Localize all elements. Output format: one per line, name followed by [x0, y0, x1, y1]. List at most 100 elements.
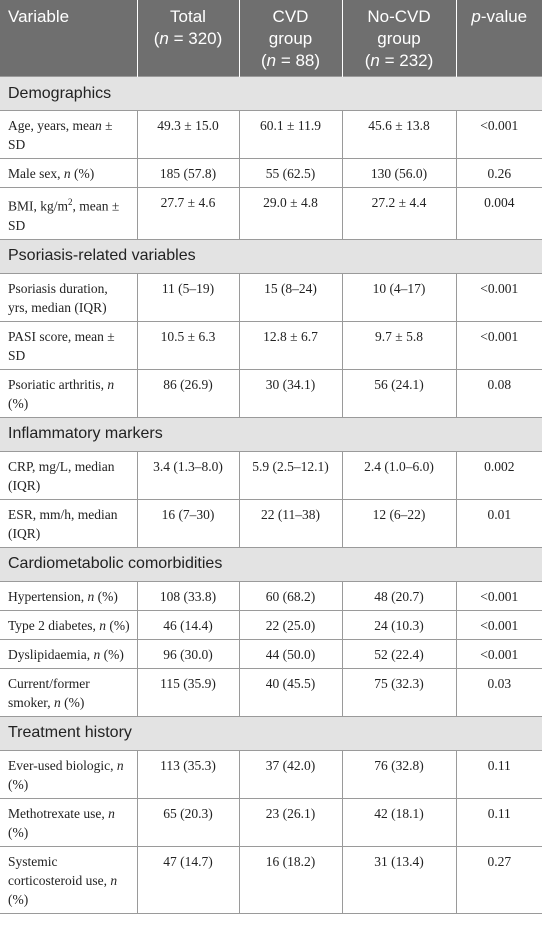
- no-cvd-value: 42 (18.1): [342, 798, 457, 847]
- no-cvd-value: 45.6 ± 13.8: [342, 110, 457, 159]
- total-value: 27.7 ± 4.6: [137, 187, 240, 240]
- cvd-value: 30 (34.1): [239, 369, 343, 418]
- cvd-value: 16 (18.2): [239, 846, 343, 914]
- row-variable-label: Age, years, mean ± SD: [0, 110, 138, 159]
- row-variable-label: Dyslipidaemia, n (%): [0, 639, 138, 669]
- total-value: 10.5 ± 6.3: [137, 321, 240, 370]
- cvd-value: 5.9 (2.5–12.1): [239, 451, 343, 500]
- cvd-value: 44 (50.0): [239, 639, 343, 669]
- header-cvd-group: CVD group (n = 88): [239, 0, 343, 77]
- section-header-row: Cardiometabolic comorbidities: [0, 546, 542, 582]
- section-label: Demographics: [0, 76, 542, 111]
- p-value: <0.001: [456, 610, 542, 640]
- cvd-value: 22 (11–38): [239, 499, 343, 548]
- no-cvd-value: 27.2 ± 4.4: [342, 187, 457, 240]
- table-row: Psoriatic arthritis, n (%) 86 (26.9) 30 (3…: [0, 369, 542, 418]
- table-row: PASI score, mean ± SD 10.5 ± 6.3 12.8 ± 6.…: [0, 321, 542, 370]
- cvd-value: 22 (25.0): [239, 610, 343, 640]
- p-value: 0.01: [456, 499, 542, 548]
- no-cvd-value: 31 (13.4): [342, 846, 457, 914]
- section-header-row: Psoriasis-related variables: [0, 238, 542, 274]
- section-label: Cardiometabolic comorbidities: [0, 546, 542, 582]
- header-no-cvd-group: No-CVD group (n = 232): [342, 0, 457, 77]
- header-variable: Variable: [0, 0, 138, 77]
- row-variable-label: CRP, mg/L, median (IQR): [0, 451, 138, 500]
- table-row: Male sex, n (%) 185 (57.8) 55 (62.5) 130 (5…: [0, 158, 542, 188]
- p-value: 0.08: [456, 369, 542, 418]
- table-row: Type 2 diabetes, n (%) 46 (14.4) 22 (25.0)…: [0, 610, 542, 640]
- row-variable-label: Hypertension, n (%): [0, 581, 138, 611]
- cvd-value: 12.8 ± 6.7: [239, 321, 343, 370]
- no-cvd-value: 9.7 ± 5.8: [342, 321, 457, 370]
- header-p-value: p-value: [456, 0, 542, 77]
- total-value: 108 (33.8): [137, 581, 240, 611]
- cvd-value: 29.0 ± 4.8: [239, 187, 343, 240]
- total-value: 11 (5–19): [137, 273, 240, 322]
- section-header-row: Demographics: [0, 76, 542, 111]
- row-variable-label: Systemic corticosteroid use, n (%): [0, 846, 138, 914]
- table-row: Hypertension, n (%) 108 (33.8) 60 (68.2) 48…: [0, 581, 542, 611]
- row-variable-label: Current/former smoker, n (%): [0, 668, 138, 717]
- no-cvd-value: 2.4 (1.0–6.0): [342, 451, 457, 500]
- cvd-value: 23 (26.1): [239, 798, 343, 847]
- total-value: 46 (14.4): [137, 610, 240, 640]
- baseline-characteristics-table: Variable Total (n = 320) CVD group (n = 88)…: [0, 0, 542, 914]
- row-variable-label: Male sex, n (%): [0, 158, 138, 188]
- total-value: 3.4 (1.3–8.0): [137, 451, 240, 500]
- no-cvd-value: 10 (4–17): [342, 273, 457, 322]
- total-value: 185 (57.8): [137, 158, 240, 188]
- row-variable-label: Psoriatic arthritis, n (%): [0, 369, 138, 418]
- p-value: 0.11: [456, 750, 542, 799]
- no-cvd-value: 52 (22.4): [342, 639, 457, 669]
- p-value: <0.001: [456, 639, 542, 669]
- cvd-value: 40 (45.5): [239, 668, 343, 717]
- p-value: <0.001: [456, 321, 542, 370]
- no-cvd-value: 24 (10.3): [342, 610, 457, 640]
- total-value: 115 (35.9): [137, 668, 240, 717]
- table-row: Methotrexate use, n (%) 65 (20.3) 23 (26.1…: [0, 798, 542, 847]
- p-value: <0.001: [456, 110, 542, 159]
- table-row: CRP, mg/L, median (IQR) 3.4 (1.3–8.0) 5.9 …: [0, 451, 542, 500]
- section-header-row: Inflammatory markers: [0, 416, 542, 452]
- p-value: 0.26: [456, 158, 542, 188]
- table-row: Dyslipidaemia, n (%) 96 (30.0) 44 (50.0) 52…: [0, 639, 542, 669]
- no-cvd-value: 76 (32.8): [342, 750, 457, 799]
- row-variable-label: Type 2 diabetes, n (%): [0, 610, 138, 640]
- row-variable-label: Ever-used biologic, n (%): [0, 750, 138, 799]
- cvd-value: 55 (62.5): [239, 158, 343, 188]
- section-label: Psoriasis-related variables: [0, 238, 542, 274]
- p-value: <0.001: [456, 273, 542, 322]
- table-row: Current/former smoker, n (%) 115 (35.9) 40…: [0, 668, 542, 717]
- total-value: 65 (20.3): [137, 798, 240, 847]
- section-header-row: Treatment history: [0, 715, 542, 751]
- no-cvd-value: 48 (20.7): [342, 581, 457, 611]
- no-cvd-value: 75 (32.3): [342, 668, 457, 717]
- total-value: 96 (30.0): [137, 639, 240, 669]
- table-body: Demographics Age, years, mean ± SD 49.3 ± …: [0, 76, 542, 914]
- table-row: Psoriasis duration, yrs, median (IQR) 11 …: [0, 273, 542, 322]
- table-row: Age, years, mean ± SD 49.3 ± 15.0 60.1 ± 1…: [0, 110, 542, 159]
- cvd-value: 60 (68.2): [239, 581, 343, 611]
- section-label: Inflammatory markers: [0, 416, 542, 452]
- total-value: 47 (14.7): [137, 846, 240, 914]
- row-variable-label: BMI, kg/m2, mean ± SD: [0, 187, 138, 240]
- table-header: Variable Total (n = 320) CVD group (n = 88)…: [0, 0, 542, 77]
- no-cvd-value: 130 (56.0): [342, 158, 457, 188]
- table-row: Ever-used biologic, n (%) 113 (35.3) 37 (4…: [0, 750, 542, 799]
- no-cvd-value: 12 (6–22): [342, 499, 457, 548]
- header-total: Total (n = 320): [137, 0, 240, 77]
- header-row: Variable Total (n = 320) CVD group (n = 88)…: [0, 0, 542, 77]
- section-label: Treatment history: [0, 715, 542, 751]
- row-variable-label: Psoriasis duration, yrs, median (IQR): [0, 273, 138, 322]
- cvd-value: 15 (8–24): [239, 273, 343, 322]
- row-variable-label: ESR, mm/h, median (IQR): [0, 499, 138, 548]
- p-value: <0.001: [456, 581, 542, 611]
- cvd-value: 37 (42.0): [239, 750, 343, 799]
- p-value: 0.03: [456, 668, 542, 717]
- row-variable-label: Methotrexate use, n (%): [0, 798, 138, 847]
- total-value: 49.3 ± 15.0: [137, 110, 240, 159]
- p-value: 0.27: [456, 846, 542, 914]
- p-value: 0.002: [456, 451, 542, 500]
- cvd-value: 60.1 ± 11.9: [239, 110, 343, 159]
- table-row: BMI, kg/m2, mean ± SD 27.7 ± 4.6 29.0 ± 4.…: [0, 187, 542, 240]
